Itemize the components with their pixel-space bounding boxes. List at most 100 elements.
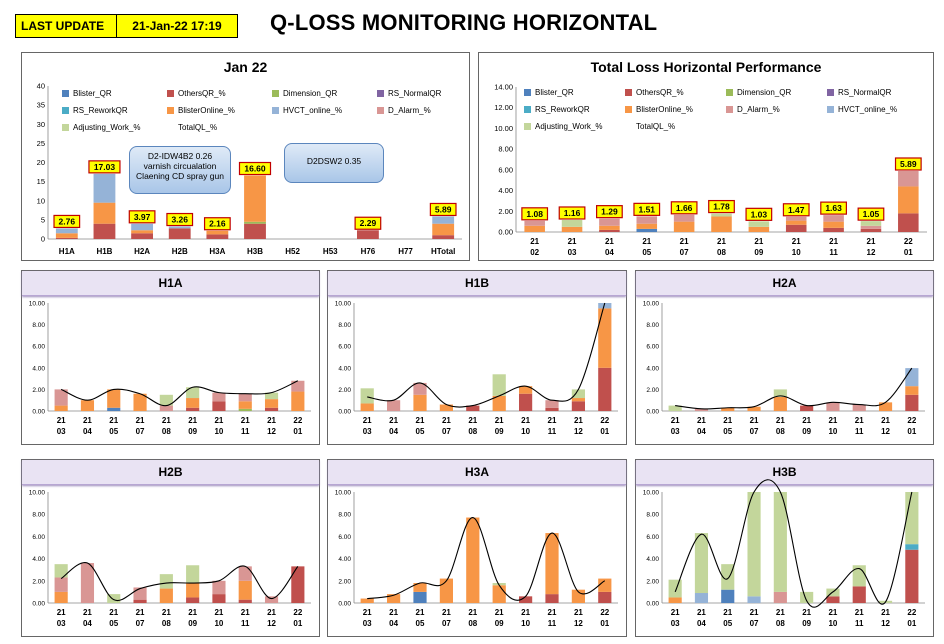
legend-label: Blister_QR: [535, 88, 574, 97]
bar-segment-blisteronline: [878, 402, 893, 411]
bar-segment-d-alarm: [898, 170, 919, 187]
legend-item-blister-qr: Blister_QR: [62, 89, 112, 98]
bar-segment-hvct-online: [905, 368, 919, 387]
bar-segment-hvct-online: [93, 173, 116, 203]
bar-segment-dimension-qr: [238, 408, 252, 411]
bar-segment-blisteronline: [55, 233, 78, 238]
total-line: [674, 479, 913, 608]
x-tick-label: 21: [389, 608, 398, 617]
bar-segment-hvct-online: [131, 223, 154, 231]
total-label: 5.89: [435, 204, 452, 214]
y-tick-label: 10.00: [643, 301, 660, 308]
bar-segment-d-alarm: [264, 596, 279, 603]
bar-segment-blisteronline: [492, 585, 506, 603]
total-label: 5.89: [900, 159, 917, 169]
x-tick-label: HTotal: [431, 247, 455, 256]
x-tick-label: 07: [136, 427, 145, 436]
bar-segment-hvct-online: [168, 226, 191, 229]
x-tick-label: 04: [83, 427, 92, 436]
total-line: [367, 302, 606, 408]
x-tick-label: 21: [442, 416, 451, 425]
bar-segment-d-alarm: [54, 577, 68, 592]
x-tick-label: 21: [642, 237, 651, 246]
bar-segment-d-alarm: [860, 225, 882, 229]
x-tick-label: 21: [776, 608, 785, 617]
x-tick-label: 04: [605, 248, 614, 257]
bar-segment-adjusting-work: [800, 591, 814, 603]
legend-swatch: [726, 89, 733, 96]
panel-h2a: H2A 0.00 2.00 4.00 6.00 8.00 10.00 21 03 21 04 21 0…: [635, 270, 934, 445]
total-label: 1.03: [751, 209, 768, 219]
x-tick-label: 07: [750, 427, 759, 436]
bar-segment-d-alarm: [238, 393, 252, 402]
chart-h1a: 0.00 2.00 4.00 6.00 8.00 10.00 21 03 21 04 21 05 21 0…: [29, 301, 311, 436]
bar-segment-hvct-online: [432, 216, 455, 224]
x-tick-label: 01: [600, 619, 609, 628]
x-tick-label: 01: [293, 619, 302, 628]
x-tick-label: 21: [521, 416, 530, 425]
bar-segment-blisteronline: [291, 391, 305, 411]
bar-segment-hvct-online: [55, 228, 78, 234]
y-tick-label: 8.00: [498, 145, 513, 154]
x-tick-label: 11: [829, 248, 838, 257]
x-tick-label: 22: [904, 237, 913, 246]
bar-segment-othersqr: [186, 597, 200, 603]
bar-segment-othersqr: [905, 549, 919, 603]
x-tick-label: 07: [442, 427, 451, 436]
total-label-box: [128, 210, 156, 224]
x-tick-label: 22: [907, 608, 916, 617]
x-tick-label: 03: [57, 619, 66, 628]
bar-segment-d-alarm: [387, 400, 401, 411]
y-tick-label: 0.00: [338, 409, 351, 416]
x-tick-label: 09: [754, 248, 763, 257]
x-tick-label: 21: [574, 608, 583, 617]
total-line: [367, 516, 606, 601]
x-tick-label: 21: [754, 237, 763, 246]
bar-segment-d-alarm: [545, 400, 559, 408]
legend-item-blisteronline: BlisterOnline_%: [625, 105, 693, 114]
bar-segment-adjusting-work: [561, 219, 583, 227]
chart-total: 0.00 2.00 4.00 6.00 8.00 10.00 12.00 14.00 21 02 2…: [494, 83, 927, 257]
bar-segment-blisteronline: [360, 598, 374, 603]
legend-swatch: [827, 89, 834, 96]
chart-title-h1a: H1A: [22, 271, 319, 296]
x-tick-label: 02: [530, 248, 539, 257]
x-tick-label: 10: [214, 427, 223, 436]
y-tick-label: 8.00: [338, 322, 351, 329]
legend-swatch: [726, 106, 733, 113]
x-tick-label: 21: [697, 416, 706, 425]
x-tick-label: 04: [697, 619, 706, 628]
x-tick-label: 11: [241, 427, 250, 436]
y-tick-label: 10.00: [335, 301, 352, 308]
x-tick-label: 03: [671, 619, 680, 628]
bar-segment-d-alarm: [694, 408, 709, 411]
legend-label: Dimension_QR: [737, 88, 792, 97]
bar-segment-blisteronline: [107, 389, 121, 408]
bar-segment-blisteronline: [133, 393, 147, 411]
x-tick-label: 03: [57, 427, 66, 436]
x-tick-label: 09: [188, 427, 197, 436]
legend-label: OthersQR_%: [178, 89, 226, 98]
chart-title-h2b: H2B: [22, 460, 319, 485]
bar-segment-blisteronline: [131, 230, 154, 234]
y-tick-label: 0.00: [32, 409, 45, 416]
total-label-box: [558, 206, 586, 220]
x-tick-label: 21: [83, 416, 92, 425]
x-tick-label: 04: [697, 427, 706, 436]
bar-segment-blisteronline: [748, 226, 770, 232]
x-tick-label: 01: [907, 619, 916, 628]
bar-segment-othersqr: [519, 393, 533, 411]
x-tick-label: 21: [136, 416, 145, 425]
bar-segment-blisteronline: [711, 216, 732, 232]
bar-segment-blisteronline: [206, 230, 229, 235]
bar-segment-othersqr: [264, 407, 279, 411]
y-tick-label: 4.00: [646, 556, 659, 563]
chart-h3b: 0.00 2.00 4.00 6.00 8.00 10.00 21 03 21 04 21 05 21 0…: [643, 479, 925, 628]
legend-item-dimension-qr: Dimension_QR: [726, 88, 791, 97]
legend-swatch: [62, 124, 69, 131]
y-tick-label: 40: [37, 82, 45, 91]
bar-segment-adjusting-work: [860, 221, 882, 226]
bar-segment-othersqr: [545, 594, 559, 603]
legend-item-blisteronline: BlisterOnline_%: [167, 106, 235, 115]
last-update-value: 21-Jan-22 17:19: [116, 14, 238, 38]
